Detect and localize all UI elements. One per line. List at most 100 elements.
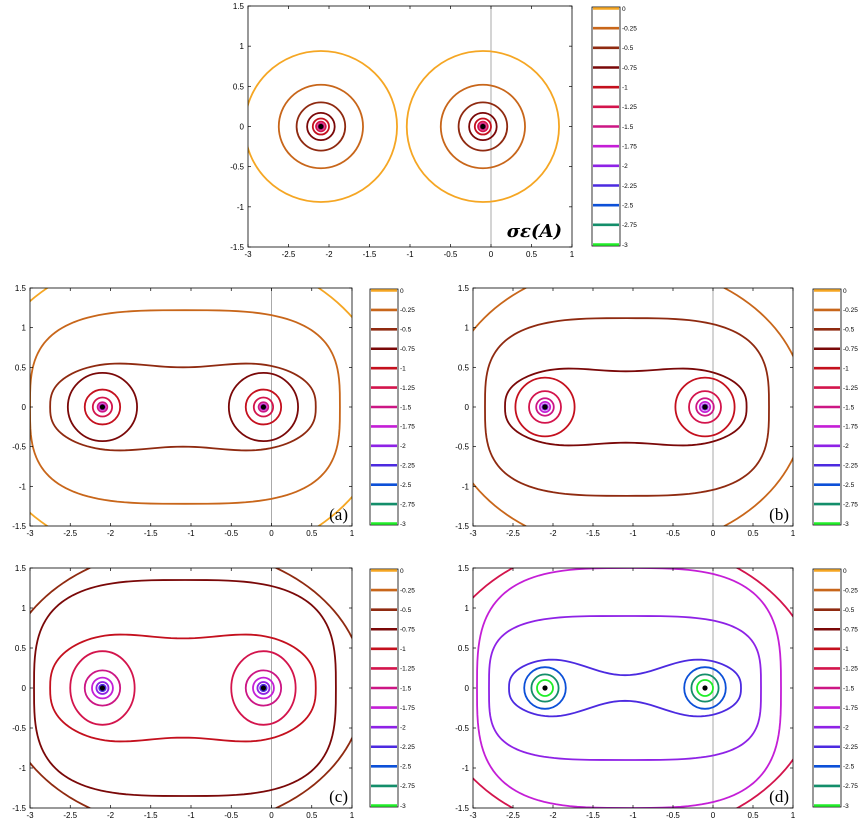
x-tick-label: -2.5 xyxy=(63,811,77,820)
contour-level-m0p75 xyxy=(33,579,337,797)
contours xyxy=(30,288,352,526)
colorbar-label: -0.75 xyxy=(622,65,637,72)
y-tick-label: -0.5 xyxy=(455,443,469,452)
colorbar-label: -0.75 xyxy=(400,346,415,353)
y-tick-label: -1.5 xyxy=(12,804,26,813)
y-tick-label: 1.5 xyxy=(15,284,27,293)
x-tick-label: 1 xyxy=(350,529,355,538)
colorbar-label: -1 xyxy=(843,365,849,372)
x-tick-label: -3 xyxy=(26,529,34,538)
y-tick-label: -1 xyxy=(19,764,27,773)
contour-level-m1p75-2 xyxy=(259,403,268,411)
x-tick-label: 0.5 xyxy=(747,529,759,538)
y-tick-label: 1 xyxy=(465,324,470,333)
eigenvalue-2 xyxy=(702,404,708,410)
colorbar-label: -1.75 xyxy=(843,705,858,712)
colorbar-label: -1.75 xyxy=(400,705,415,712)
contour-level-m1p25-2 xyxy=(477,120,489,133)
colorbar-label: -1.5 xyxy=(400,404,412,411)
contour-level-m2p25 xyxy=(508,658,742,718)
colorbar-label: -2 xyxy=(400,724,406,731)
colorbar-label: -0.25 xyxy=(400,587,415,594)
x-tick-label: 0 xyxy=(269,811,274,820)
contour-level-m1p5-1 xyxy=(96,401,109,413)
panel-top: -3 -2.5 -2 -1.5 -1 -0.5 0 0.5 1 1.5 1 0.5 0 -0.5 -1 -1.… xyxy=(230,2,637,259)
y-tick-label: 1.5 xyxy=(233,2,245,11)
contour-level-m2p75-1 xyxy=(530,673,560,703)
colorbar-label: 0 xyxy=(400,568,404,575)
x-tick-label: -0.5 xyxy=(224,811,238,820)
contour-level-m1p5-2 xyxy=(244,669,283,707)
colorbar-label: -2 xyxy=(843,443,849,450)
eigenvalue-2 xyxy=(480,123,486,130)
contour-level-m2-2 xyxy=(256,681,271,695)
y-tick-label: 0.5 xyxy=(15,644,27,653)
contour-level-m1p5-2 xyxy=(695,397,715,417)
contour-level-m0p5 xyxy=(49,362,317,452)
x-tick-label: -1 xyxy=(406,250,414,259)
contour-level-m1p5-1 xyxy=(317,122,325,131)
contour-level-m0p5-2 xyxy=(457,101,509,152)
colorbar-label: -3 xyxy=(400,803,406,810)
contours xyxy=(30,568,352,808)
colorbar-label: -3 xyxy=(400,521,406,528)
colorbar: 0 -0.25 -0.5 -0.75 -1 -1.25 -1.5 -1.75 -2 -2.25 -2… xyxy=(591,6,637,249)
x-tick-label: 1 xyxy=(570,250,575,259)
x-tick-label: -3 xyxy=(469,811,477,820)
contour-level-m1p5-2 xyxy=(257,401,270,413)
colorbar: 0 -0.25 -0.5 -0.75 -1 -1.25 -1.5 -1.75 -2 -2.25 -2… xyxy=(812,288,858,528)
x-tick-label: -1 xyxy=(629,529,637,538)
contour-level-m1-2 xyxy=(674,376,736,438)
y-tick-label: -1 xyxy=(237,203,245,212)
x-tick-label: -2.5 xyxy=(282,250,296,259)
y-tick-label: 1.5 xyxy=(15,564,27,573)
x-tick-label: 0.5 xyxy=(747,811,759,820)
colorbar-label: -3 xyxy=(843,803,849,810)
colorbar-label: -1.25 xyxy=(400,385,415,392)
contour-level-m2p5-1 xyxy=(523,666,567,710)
colorbar-label: -2.5 xyxy=(843,764,855,771)
contour-level-0-2 xyxy=(405,50,560,203)
x-tick-label: -3 xyxy=(244,250,252,259)
contour-level-m1p75-2 xyxy=(252,676,275,700)
y-tick-label: -0.5 xyxy=(230,163,244,172)
contour-level-m0p5 xyxy=(484,317,770,497)
contour-level-m1-1 xyxy=(83,388,122,426)
colorbar-label: -2.75 xyxy=(843,501,858,508)
colorbar-label: -1 xyxy=(843,646,849,653)
y-tick-label: -1.5 xyxy=(230,243,244,252)
contour-level-m2-1 xyxy=(541,403,549,411)
y-tick-label: 0 xyxy=(22,403,27,412)
colorbar-label: -2.75 xyxy=(400,501,415,508)
colorbar-label: -2.25 xyxy=(400,744,415,751)
panel-label: (a) xyxy=(329,505,348,524)
contour-level-m1-2 xyxy=(244,388,283,426)
colorbar-label: -1.5 xyxy=(843,685,855,692)
contour-level-m1p75-1 xyxy=(91,676,114,700)
colorbar-label: -0.75 xyxy=(843,346,858,353)
eigenvalue-1 xyxy=(542,685,548,691)
panel-b: -3 -2.5 -2 -1.5 -1 -0.5 0 0.5 1 1.5 1 0.5 0 -0.5 -1 -1.… xyxy=(455,284,858,538)
x-tick-label: 0 xyxy=(711,529,716,538)
eigenvalue-2 xyxy=(260,404,267,410)
contour-level-m1p25-1 xyxy=(315,120,327,133)
contour-level-m2-2 xyxy=(701,403,709,411)
contour-level-m0p25-1 xyxy=(277,83,364,170)
y-tick-label: 0 xyxy=(240,123,245,132)
contour-level-m0p75-1 xyxy=(306,111,336,142)
x-tick-label: 1 xyxy=(791,811,796,820)
x-tick-label: 0 xyxy=(269,529,274,538)
contour-level-m3-2 xyxy=(696,679,714,697)
contour-level-m2 xyxy=(488,615,762,761)
contour-level-m0p25 xyxy=(30,309,341,505)
contour-level-m1p5-2 xyxy=(479,122,487,131)
colorbar-label: -2.25 xyxy=(622,183,637,190)
contour-level-m2p25-2 xyxy=(259,683,268,693)
colorbar-label: -1.25 xyxy=(622,104,637,111)
x-tick-label: -1.5 xyxy=(586,811,600,820)
colorbar-label: -2.25 xyxy=(400,463,415,470)
colorbar-label: -1.25 xyxy=(400,666,415,673)
colorbar: 0 -0.25 -0.5 -0.75 -1 -1.25 -1.5 -1.75 -2 -2.25 -2… xyxy=(812,568,858,810)
colorbar-label: -2 xyxy=(622,163,628,170)
